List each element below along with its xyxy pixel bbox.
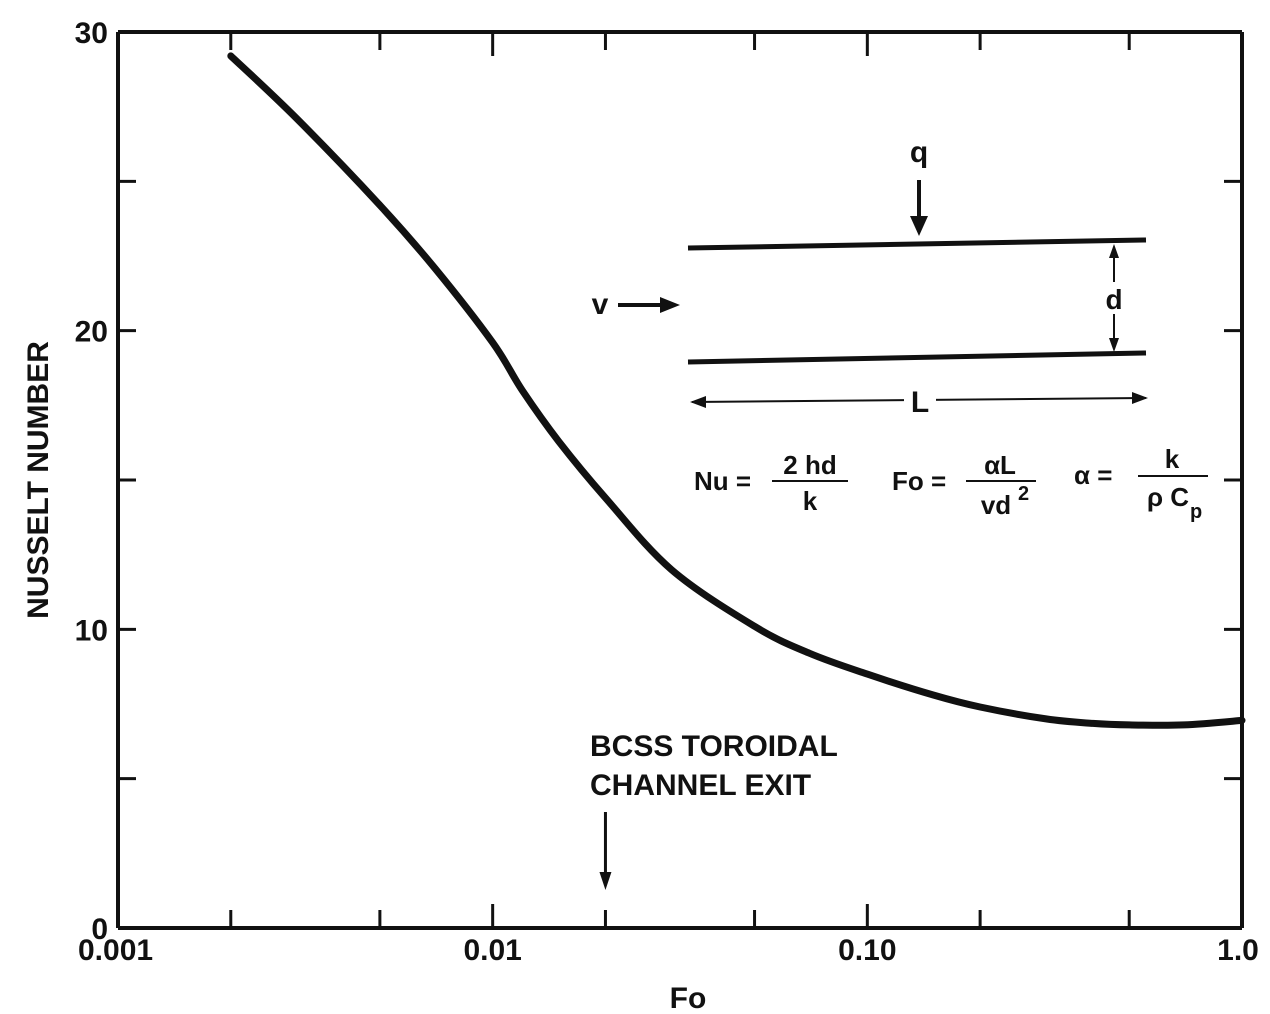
tick-marks bbox=[116, 32, 1244, 928]
height-label: d bbox=[1105, 284, 1122, 315]
eq-fo-lhs: Fo = bbox=[892, 466, 946, 496]
x-tick-label: 1.0 bbox=[1217, 934, 1259, 967]
length-arrow-head-left bbox=[690, 396, 706, 408]
annotation-arrow-head bbox=[599, 872, 612, 890]
height-arrow-head-top bbox=[1109, 244, 1119, 258]
y-tick-label: 20 bbox=[75, 316, 108, 349]
eq-fo-numerator: αL bbox=[984, 450, 1016, 480]
eq-alpha-lhs: α = bbox=[1074, 460, 1112, 490]
eq-fo-denominator: vd bbox=[981, 490, 1011, 520]
eq-nu-numerator: 2 hd bbox=[783, 450, 836, 480]
length-label: L bbox=[911, 386, 929, 419]
velocity-label: v bbox=[592, 288, 609, 321]
channel-top-wall bbox=[687, 237, 1147, 251]
eq-nu-lhs: Nu = bbox=[694, 466, 751, 496]
x-tick-label: 0.01 bbox=[463, 934, 521, 967]
y-tick-label: 0 bbox=[91, 913, 108, 946]
x-tick-label: 0.10 bbox=[838, 934, 896, 967]
velocity-arrow-head bbox=[660, 297, 680, 313]
x-axis-label: Fo bbox=[670, 982, 707, 1014]
heat-flux-arrow-head bbox=[910, 216, 928, 236]
y-axis-label: NUSSELT NUMBER bbox=[22, 341, 55, 619]
channel-inset-diagram: q v d L Nu = 2 hd k Fo = αL vd 2 α = k ρ… bbox=[592, 136, 1208, 523]
eq-nu-denominator: k bbox=[803, 486, 818, 516]
height-label-bg bbox=[1100, 282, 1128, 314]
y-tick-label: 30 bbox=[75, 17, 108, 50]
tick-labels: 0.001 0.01 0.10 1.0 0 10 20 30 bbox=[75, 17, 1259, 967]
y-tick-label: 10 bbox=[75, 614, 108, 647]
eq-alpha-denominator-subscript: p bbox=[1190, 501, 1202, 523]
eq-alpha-denominator: ρ C bbox=[1147, 482, 1189, 512]
series-line bbox=[227, 52, 1246, 729]
annotation-line-1: BCSS TOROIDAL bbox=[590, 730, 838, 763]
eq-fo-denominator-exponent: 2 bbox=[1018, 483, 1029, 505]
x-tick-label: 0.001 bbox=[78, 934, 153, 967]
annotation-line-2: CHANNEL EXIT bbox=[590, 769, 811, 802]
channel-bottom-wall bbox=[687, 350, 1147, 365]
length-arrow-head-right bbox=[1132, 392, 1148, 404]
length-label-bg bbox=[904, 384, 936, 418]
eq-alpha-numerator: k bbox=[1165, 444, 1180, 474]
heat-flux-label: q bbox=[910, 136, 928, 169]
height-arrow-head-bottom bbox=[1109, 338, 1119, 352]
bcss-annotation: BCSS TOROIDAL CHANNEL EXIT bbox=[590, 730, 838, 890]
